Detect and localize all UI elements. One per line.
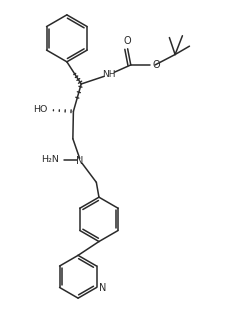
Text: NH: NH: [102, 70, 115, 80]
Text: O: O: [124, 36, 131, 46]
Text: N: N: [99, 283, 107, 293]
Text: H₂N: H₂N: [41, 155, 59, 164]
Text: N: N: [76, 156, 84, 166]
Text: O: O: [152, 60, 160, 70]
Text: HO: HO: [33, 105, 47, 114]
